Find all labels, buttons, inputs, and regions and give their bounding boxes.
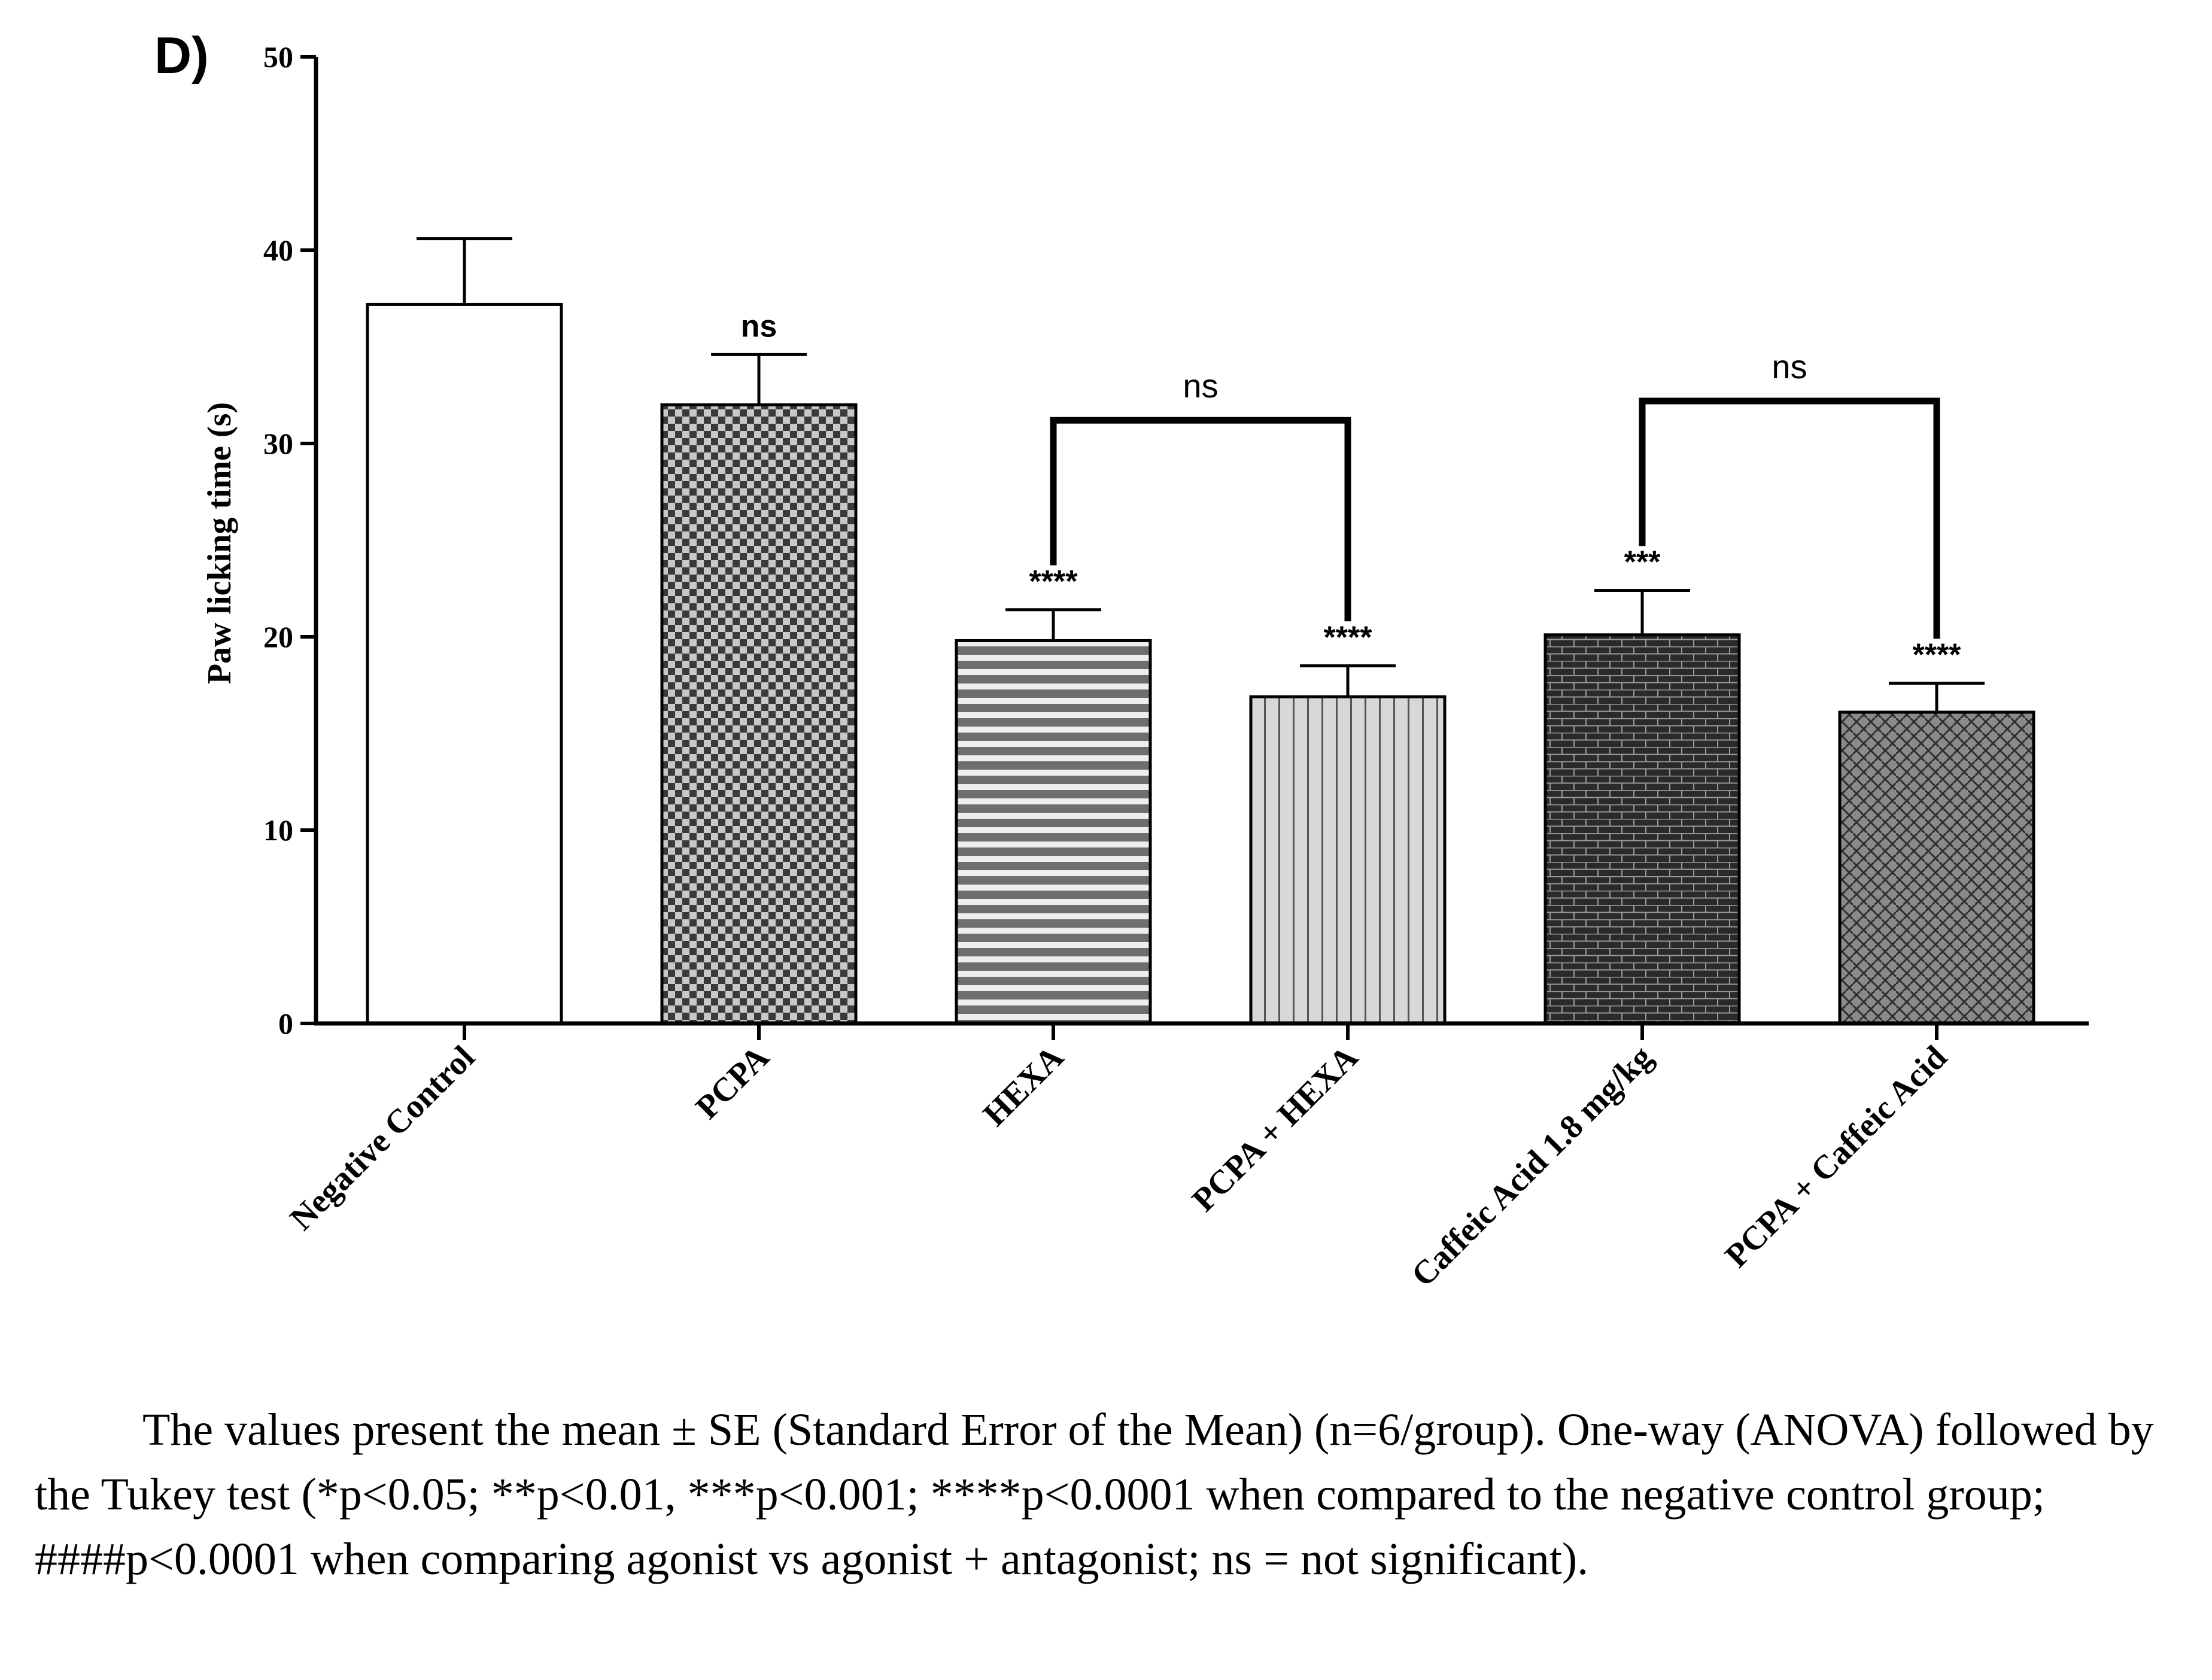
- x-tick-label: PCPA: [689, 1038, 777, 1126]
- x-tick-label: Negative Control: [283, 1038, 482, 1237]
- y-tick-label: 0: [278, 1007, 293, 1040]
- significance-label: ****: [1913, 638, 1962, 673]
- bracket-label: ns: [1772, 348, 1807, 385]
- significance-label: ***: [1624, 545, 1661, 579]
- significance-label: ****: [1324, 620, 1373, 655]
- x-tick-label: Caffeic Acid 1.8 mg/kg: [1405, 1038, 1660, 1294]
- y-tick-label: 30: [263, 427, 293, 460]
- panel-label: D): [154, 27, 209, 84]
- bar: [366, 302, 563, 1025]
- y-tick-label: 40: [263, 233, 293, 267]
- x-tick-label: PCPA + HEXA: [1185, 1038, 1365, 1219]
- x-tick-label: PCPA + Caffeic Acid: [1718, 1038, 1954, 1274]
- figure-caption: The values present the mean ± SE (Standa…: [35, 1405, 2154, 1584]
- bar: [1543, 633, 1741, 1025]
- y-tick-label: 10: [263, 813, 293, 847]
- bar: [1249, 695, 1447, 1025]
- y-tick-label: 50: [263, 40, 293, 74]
- x-tick-label: HEXA: [976, 1038, 1071, 1134]
- comparison-bracket: [1639, 397, 1940, 639]
- significance-label: ****: [1029, 564, 1078, 599]
- bar: [955, 639, 1152, 1025]
- bar: [1838, 710, 2035, 1025]
- bracket-label: ns: [1183, 367, 1218, 405]
- y-tick-label: 20: [263, 620, 293, 654]
- bar: [660, 403, 858, 1025]
- y-axis-title: Paw licking time (s): [201, 402, 238, 684]
- significance-label: ns: [741, 309, 777, 344]
- comparison-bracket: [1050, 417, 1351, 622]
